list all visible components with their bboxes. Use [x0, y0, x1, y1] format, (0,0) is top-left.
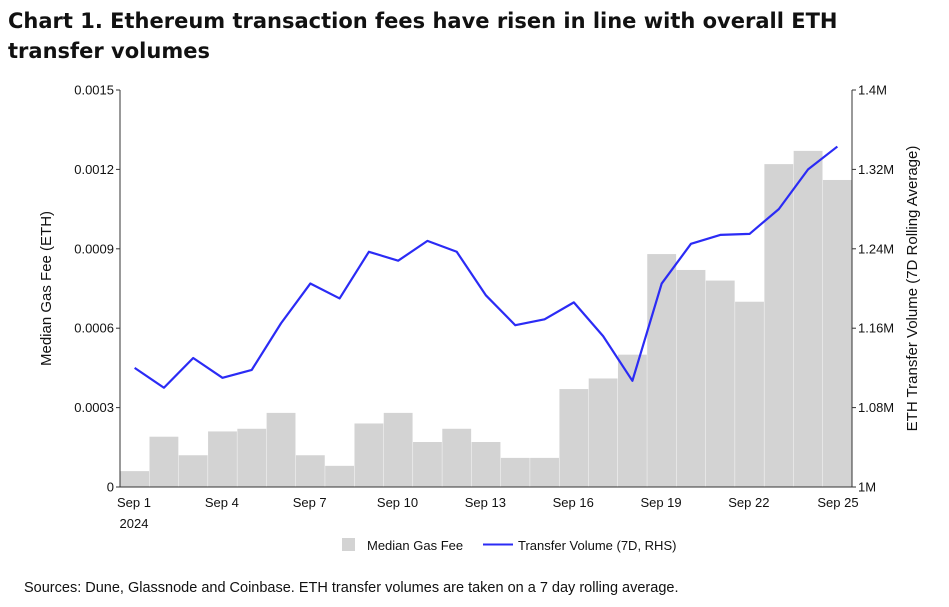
- bar-gas-fee-14: [500, 457, 530, 487]
- bar-gas-fee-8: [325, 465, 355, 487]
- x-tick-label: Sep 7: [293, 495, 327, 510]
- bar-gas-fee-19: [647, 254, 677, 487]
- y-tick-label-left: 0.0009: [74, 241, 114, 256]
- legend-label-gas-fee: Median Gas Fee: [367, 538, 463, 553]
- left-axis-ticks: 0 0.0003 0.0006 0.0009 0.0012 0.0015: [74, 83, 120, 495]
- y-tick-label-left: 0.0006: [74, 321, 114, 336]
- bar-gas-fee-25: [822, 179, 852, 488]
- source-note: Sources: Dune, Glassnode and Coinbase. E…: [24, 580, 679, 596]
- bar-gas-fee-12: [442, 428, 472, 487]
- y-axis-label-left: Median Gas Fee (ETH): [38, 211, 55, 366]
- x-tick-label: Sep 13: [465, 495, 506, 510]
- x-tick-label: Sep 10: [377, 495, 418, 510]
- legend: Median Gas Fee Transfer Volume (7D, RHS): [342, 538, 676, 553]
- bar-gas-fee-10: [383, 412, 413, 487]
- x-tick-label: Sep 25: [817, 495, 858, 510]
- y-tick-label-left: 0.0003: [74, 400, 114, 415]
- y-tick-label-left: 0: [107, 480, 114, 495]
- x-tick-label: Sep 4: [205, 495, 239, 510]
- bar-gas-fee-16: [559, 389, 589, 487]
- y-axis-label-right: ETH Transfer Volume (7D Rolling Average): [904, 146, 921, 432]
- legend-label-transfer-volume: Transfer Volume (7D, RHS): [518, 538, 676, 553]
- bar-gas-fee-11: [413, 442, 442, 487]
- bar-gas-fee-7: [295, 455, 325, 487]
- bar-gas-fee-15: [530, 457, 559, 487]
- x-tick-label: Sep 1: [117, 495, 151, 510]
- bar-gas-fee-1: [120, 471, 150, 487]
- legend-swatch-gas-fee: [342, 538, 355, 551]
- y-tick-label-right: 1.16M: [858, 321, 894, 336]
- y-tick-label-right: 1.08M: [858, 400, 894, 415]
- y-tick-label-left: 0.0012: [74, 162, 114, 177]
- axes: [119, 90, 853, 488]
- bar-gas-fee-20: [676, 269, 706, 487]
- chart-title: Chart 1. Ethereum transaction fees have …: [8, 9, 838, 63]
- y-tick-label-right: 1.4M: [858, 83, 887, 98]
- bar-gas-fee-4: [208, 431, 237, 487]
- bar-gas-fee-21: [705, 280, 735, 487]
- y-tick-label-right: 1M: [858, 480, 876, 495]
- bar-gas-fee-18: [617, 354, 647, 487]
- x-tick-label: Sep 22: [728, 495, 769, 510]
- bar-gas-fee-3: [178, 455, 208, 487]
- bar-gas-fee-2: [149, 436, 179, 487]
- bar-gas-fee-13: [471, 442, 501, 487]
- bar-gas-fee-5: [237, 428, 267, 487]
- y-tick-label-right: 1.32M: [858, 162, 894, 177]
- x-axis-year-label: 2024: [120, 516, 149, 531]
- x-tick-label: Sep 16: [553, 495, 594, 510]
- bar-gas-fee-23: [764, 164, 794, 488]
- x-tick-label: Sep 19: [640, 495, 681, 510]
- right-axis-ticks: 1M 1.08M 1.16M 1.24M 1.32M 1.4M: [852, 83, 894, 495]
- x-axis-ticks: Sep 1 Sep 4 Sep 7 Sep 10 Sep 13 Sep 16 Sep 19 S…: [117, 495, 859, 510]
- bar-gas-fee-22: [735, 301, 764, 487]
- bar-gas-fee-17: [588, 378, 618, 487]
- bar-gas-fee-9: [354, 423, 384, 487]
- y-tick-label-left: 0.0015: [74, 83, 114, 98]
- gas-fee-bars: [120, 150, 852, 488]
- y-tick-label-right: 1.24M: [858, 241, 894, 256]
- transfer-volume-line-layer: [134, 145, 839, 389]
- bar-gas-fee-24: [793, 150, 823, 487]
- bar-gas-fee-6: [266, 412, 296, 487]
